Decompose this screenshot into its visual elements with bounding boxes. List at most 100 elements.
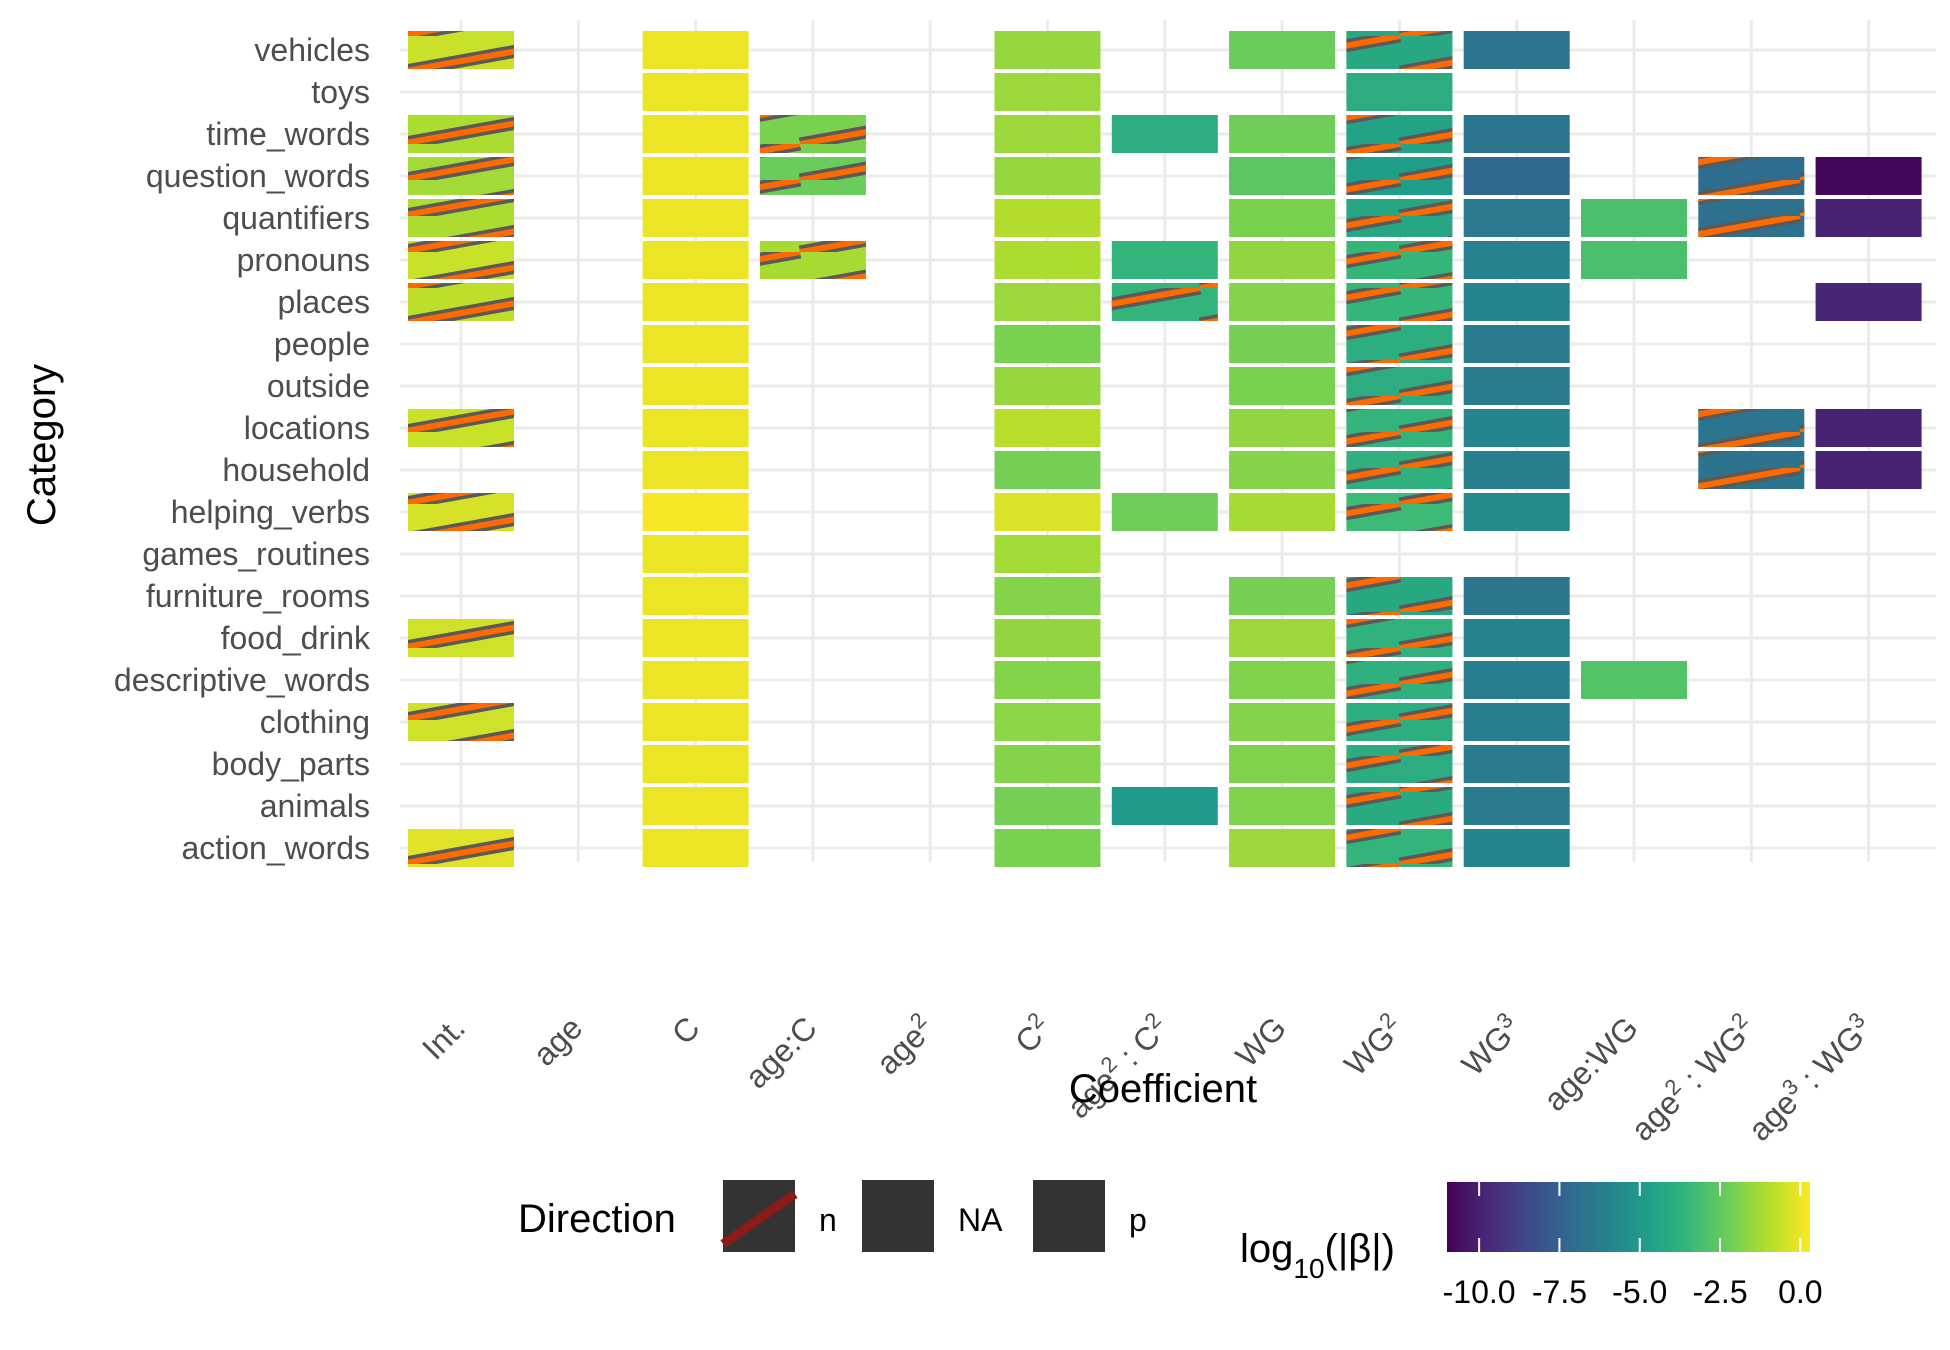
heatmap-cells [408, 31, 1922, 867]
heatmap-cell-fill [1346, 73, 1453, 111]
negative-stripe [1698, 157, 1805, 195]
heatmap-cell [1463, 157, 1570, 195]
y-tick-label: animals [260, 788, 370, 824]
y-tick-label: action_words [181, 830, 370, 866]
heatmap-cell [642, 745, 749, 783]
heatmap-cell-fill [642, 619, 749, 657]
heatmap-cell-fill [994, 115, 1101, 153]
heatmap-cell [1346, 409, 1453, 447]
heatmap-cell [642, 493, 749, 531]
heatmap-cell [994, 409, 1101, 447]
heatmap-cell [1698, 157, 1805, 195]
heatmap-cell [1346, 577, 1453, 615]
heatmap-cell [1698, 409, 1805, 447]
heatmap-cell [408, 493, 514, 531]
heatmap-cell [1463, 619, 1570, 657]
heatmap-cell-fill [994, 409, 1101, 447]
heatmap-cell-fill [994, 577, 1101, 615]
heatmap-cell [1463, 325, 1570, 363]
negative-stripe [408, 157, 514, 195]
x-tick-label: WG2 [1335, 1007, 1411, 1083]
heatmap-cell-fill [1463, 409, 1570, 447]
heatmap-cell [1229, 199, 1336, 237]
heatmap-cell [759, 115, 866, 153]
heatmap-cell-fill [1229, 283, 1336, 321]
heatmap-cell [408, 703, 514, 741]
negative-stripe [1698, 409, 1805, 447]
heatmap-cell [994, 493, 1101, 531]
negative-stripe [1346, 493, 1453, 531]
heatmap-cell [1463, 409, 1570, 447]
heatmap-cell [994, 73, 1101, 111]
negative-stripe [759, 241, 866, 279]
heatmap-cell [1581, 241, 1687, 279]
heatmap-cell-fill [1229, 661, 1336, 699]
heatmap-cell [1698, 451, 1805, 489]
y-tick-label: question_words [146, 158, 370, 194]
negative-stripe [408, 115, 514, 153]
negative-stripe [408, 619, 514, 657]
heatmap-cell-fill [1463, 31, 1570, 69]
heatmap-cell-fill [1581, 241, 1687, 279]
heatmap-cell [1346, 199, 1453, 237]
y-tick-label: people [274, 326, 370, 362]
colorbar-tick-label: 0.0 [1778, 1274, 1822, 1310]
heatmap-cell [642, 409, 749, 447]
heatmap-cell [1229, 157, 1336, 195]
heatmap-cell [1346, 283, 1453, 321]
x-tick-label: C2 [1006, 1007, 1059, 1060]
heatmap-cell-fill [994, 619, 1101, 657]
heatmap-cell-fill [1463, 577, 1570, 615]
heatmap-cell [1346, 619, 1453, 657]
heatmap-cell-fill [642, 829, 749, 867]
heatmap-cell [1229, 829, 1336, 867]
heatmap-cell-fill [1581, 661, 1687, 699]
negative-stripe [1346, 829, 1453, 867]
heatmap-cell-fill [994, 451, 1101, 489]
heatmap-cell [1463, 661, 1570, 699]
heatmap-cell [1463, 241, 1570, 279]
heatmap-cell-fill [1111, 493, 1218, 531]
direction-legend-label: n [819, 1202, 837, 1238]
heatmap-cell-fill [1229, 367, 1336, 405]
heatmap-cell [1229, 493, 1336, 531]
negative-stripe [1346, 367, 1453, 405]
heatmap-cell [1111, 115, 1218, 153]
heatmap-cell [994, 535, 1101, 573]
colorbar-tick-label: -10.0 [1443, 1274, 1516, 1310]
heatmap-cell-fill [1815, 451, 1922, 489]
negative-stripe [1346, 577, 1453, 615]
heatmap-cell-fill [1229, 157, 1336, 195]
colorbar-tick-label: -7.5 [1532, 1274, 1587, 1310]
heatmap-cell [1229, 325, 1336, 363]
y-tick-label: places [278, 284, 371, 320]
heatmap-cell [1463, 283, 1570, 321]
heatmap-cell [994, 241, 1101, 279]
heatmap-cell-fill [642, 157, 749, 195]
heatmap-cell-fill [994, 787, 1101, 825]
heatmap-cell [1463, 787, 1570, 825]
heatmap-cell-fill [1229, 451, 1336, 489]
heatmap-cell [1463, 199, 1570, 237]
direction-legend-key [720, 1180, 798, 1252]
heatmap-cell [408, 157, 514, 195]
x-tick-label: age [526, 1009, 589, 1072]
heatmap-cell [408, 241, 514, 279]
heatmap-cell [1346, 31, 1453, 69]
y-tick-label: time_words [206, 116, 370, 152]
heatmap-cell [994, 115, 1101, 153]
heatmap-cell [642, 283, 749, 321]
heatmap-cell-fill [1581, 199, 1687, 237]
negative-stripe [1698, 451, 1805, 489]
heatmap-cell-fill [1463, 451, 1570, 489]
heatmap-cell [1581, 199, 1687, 237]
heatmap-cell [1346, 745, 1453, 783]
heatmap-cell [408, 829, 514, 867]
heatmap-cell [1229, 619, 1336, 657]
heatmap-cell [1346, 703, 1453, 741]
heatmap-cell-fill [994, 703, 1101, 741]
heatmap-cell-fill [994, 241, 1101, 279]
heatmap-cell [1346, 493, 1453, 531]
heatmap-cell [642, 325, 749, 363]
heatmap-cell-fill [1463, 283, 1570, 321]
